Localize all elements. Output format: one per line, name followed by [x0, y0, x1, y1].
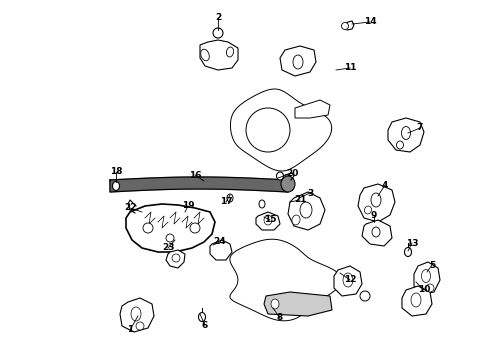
Polygon shape [402, 286, 432, 316]
Polygon shape [230, 89, 332, 171]
Polygon shape [358, 184, 395, 222]
Ellipse shape [293, 55, 303, 69]
Text: 3: 3 [307, 189, 313, 198]
Circle shape [136, 322, 144, 330]
Ellipse shape [281, 176, 295, 192]
Text: 14: 14 [364, 18, 376, 27]
Polygon shape [334, 266, 362, 296]
Ellipse shape [292, 215, 300, 225]
Polygon shape [288, 192, 325, 230]
Polygon shape [256, 212, 280, 230]
Text: 17: 17 [220, 198, 232, 207]
Text: 1: 1 [127, 325, 133, 334]
Ellipse shape [276, 172, 284, 180]
Ellipse shape [201, 49, 209, 61]
Text: 24: 24 [214, 238, 226, 247]
Text: 20: 20 [286, 168, 298, 177]
Polygon shape [264, 292, 332, 316]
Polygon shape [414, 262, 440, 294]
Circle shape [166, 234, 174, 242]
Text: 23: 23 [162, 243, 174, 252]
Ellipse shape [131, 307, 141, 321]
Ellipse shape [421, 270, 431, 283]
Ellipse shape [343, 273, 353, 287]
Text: 13: 13 [406, 238, 418, 248]
Text: 21: 21 [294, 195, 306, 204]
Circle shape [213, 28, 223, 38]
Ellipse shape [401, 126, 411, 139]
Ellipse shape [411, 293, 421, 307]
Ellipse shape [371, 193, 381, 207]
Ellipse shape [365, 206, 371, 214]
Text: 11: 11 [344, 63, 356, 72]
Ellipse shape [342, 22, 348, 30]
Text: 5: 5 [429, 261, 435, 270]
Ellipse shape [113, 181, 120, 190]
Text: 4: 4 [382, 180, 388, 189]
Ellipse shape [405, 248, 412, 256]
Polygon shape [362, 220, 392, 246]
Text: 22: 22 [124, 203, 136, 212]
Polygon shape [166, 250, 185, 268]
Ellipse shape [300, 202, 312, 218]
Polygon shape [126, 204, 215, 252]
Text: 2: 2 [215, 13, 221, 22]
Text: 9: 9 [371, 211, 377, 220]
Text: 16: 16 [189, 171, 201, 180]
Ellipse shape [372, 227, 380, 237]
Ellipse shape [227, 194, 233, 202]
Circle shape [426, 284, 434, 292]
Text: 18: 18 [110, 167, 122, 176]
Circle shape [172, 254, 180, 262]
Circle shape [246, 108, 290, 152]
Polygon shape [110, 177, 288, 192]
Text: 15: 15 [264, 216, 276, 225]
Circle shape [360, 291, 370, 301]
Circle shape [190, 223, 200, 233]
Polygon shape [120, 298, 154, 332]
Ellipse shape [226, 47, 234, 57]
Ellipse shape [264, 215, 272, 225]
Polygon shape [295, 100, 330, 118]
Text: 10: 10 [418, 285, 430, 294]
Ellipse shape [259, 200, 265, 208]
Text: 19: 19 [182, 202, 195, 211]
Ellipse shape [396, 141, 403, 149]
Text: 7: 7 [417, 123, 423, 132]
Circle shape [143, 223, 153, 233]
Text: 12: 12 [344, 275, 356, 284]
Polygon shape [210, 240, 232, 260]
Ellipse shape [271, 299, 279, 309]
Text: 8: 8 [277, 314, 283, 323]
Text: 6: 6 [202, 320, 208, 329]
Polygon shape [280, 46, 316, 76]
Polygon shape [200, 40, 238, 70]
Ellipse shape [198, 312, 205, 321]
Polygon shape [388, 118, 424, 152]
